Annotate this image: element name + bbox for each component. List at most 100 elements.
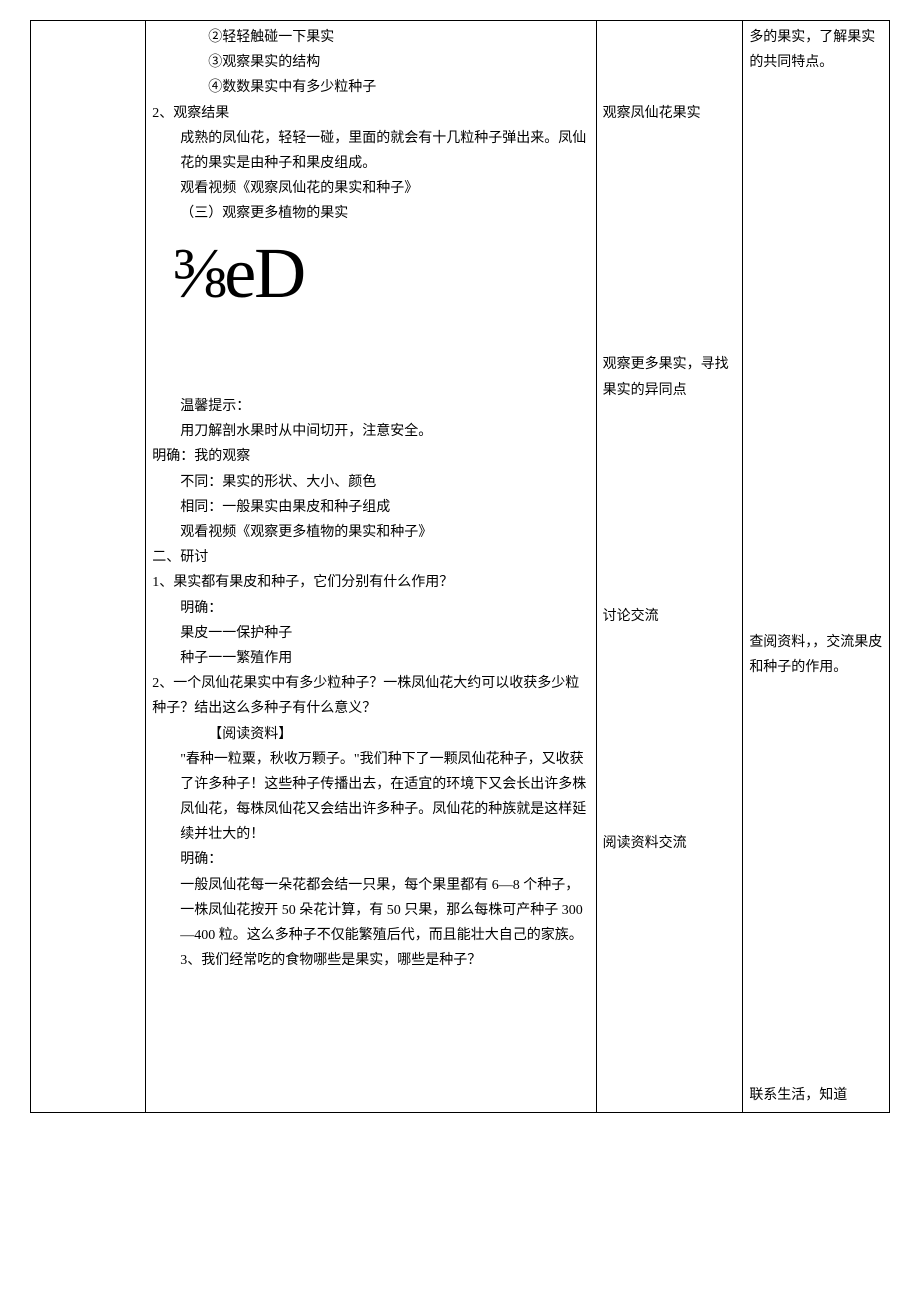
spacer <box>603 201 737 226</box>
spacer <box>749 554 883 579</box>
tip-title: 温馨提示： <box>152 394 589 419</box>
section2-body1: 成熟的凤仙花，轻轻一碰，里面的就会有十几粒种子弹出来。凤仙花的果实是由种子和果皮… <box>152 126 589 176</box>
spacer <box>603 655 737 680</box>
spacer <box>749 126 883 151</box>
student-activity-1: 观察凤仙花果实 <box>603 101 737 126</box>
spacer <box>749 1058 883 1083</box>
spacer <box>749 151 883 176</box>
spacer <box>152 319 589 344</box>
spacer <box>749 856 883 881</box>
design-intent-1: 多的果实，了解果实的共同特点。 <box>749 25 883 75</box>
spacer <box>603 151 737 176</box>
spacer <box>749 755 883 780</box>
step-2: ②轻轻触碰一下果实 <box>152 25 589 50</box>
section3-title: （三）观察更多植物的果实 <box>152 201 589 226</box>
spacer <box>603 478 737 503</box>
spacer <box>603 176 737 201</box>
discuss-q1: 1、果实都有果皮和种子，它们分别有什么作用？ <box>152 570 589 595</box>
observe-video: 观看视频《观察更多植物的果实和种子》 <box>152 520 589 545</box>
reading-clear: 明确： <box>152 847 589 872</box>
reading-body: "春种一粒粟，秋收万颗子。"我们种下了一颗凤仙花种子，又收获了许多种子！这些种子… <box>152 747 589 848</box>
spacer <box>603 25 737 50</box>
design-intent-2: 查阅资料，，交流果皮和种子的作用。 <box>749 630 883 680</box>
column-student-activity: 观察凤仙花果实 观察更多果实，寻找果实的异同点 讨论交流 <box>596 21 743 1113</box>
observe-title: 明确：我的观察 <box>152 444 589 469</box>
spacer <box>603 755 737 780</box>
design-intent-3: 联系生活，知道 <box>749 1083 883 1108</box>
spacer <box>749 227 883 252</box>
spacer <box>749 881 883 906</box>
spacer <box>603 403 737 428</box>
spacer <box>603 680 737 705</box>
spacer <box>603 277 737 302</box>
spacer <box>603 126 737 151</box>
spacer <box>152 973 589 998</box>
spacer <box>749 806 883 831</box>
spacer <box>603 630 737 655</box>
discuss-title: 二、研讨 <box>152 545 589 570</box>
spacer <box>749 957 883 982</box>
spacer <box>603 252 737 277</box>
spacer <box>749 428 883 453</box>
tip-body: 用刀解剖水果时从中间切开，注意安全。 <box>152 419 589 444</box>
spacer <box>749 277 883 302</box>
section2-title: 2、观察结果 <box>152 101 589 126</box>
spacer <box>603 781 737 806</box>
step-4: ④数数果实中有多少粒种子 <box>152 75 589 100</box>
spacer <box>749 403 883 428</box>
spacer <box>749 101 883 126</box>
spacer <box>603 50 737 75</box>
spacer <box>603 327 737 352</box>
spacer <box>603 705 737 730</box>
spacer <box>603 428 737 453</box>
spacer <box>603 529 737 554</box>
spacer <box>603 75 737 100</box>
spacer <box>152 369 589 394</box>
spacer <box>603 227 737 252</box>
spacer <box>749 604 883 629</box>
student-activity-4: 阅读资料交流 <box>603 831 737 856</box>
observe-diff: 不同：果实的形状、大小、颜色 <box>152 470 589 495</box>
spacer <box>749 504 883 529</box>
lesson-plan-table: ②轻轻触碰一下果实 ③观察果实的结构 ④数数果实中有多少粒种子 2、观察结果 成… <box>30 20 890 1113</box>
spacer <box>603 302 737 327</box>
spacer <box>749 378 883 403</box>
spacer <box>749 831 883 856</box>
discuss-q2: 2、一个凤仙花果实中有多少粒种子？一株凤仙花大约可以收获多少粒种子？结出这么多种… <box>152 671 589 721</box>
section2-body2: 观看视频《观察凤仙花的果实和种子》 <box>152 176 589 201</box>
student-activity-3: 讨论交流 <box>603 604 737 629</box>
spacer <box>749 201 883 226</box>
observe-same: 相同：一般果实由果皮和种子组成 <box>152 495 589 520</box>
spacer <box>603 453 737 478</box>
step-3: ③观察果实的结构 <box>152 50 589 75</box>
spacer <box>749 730 883 755</box>
column-stage <box>31 21 146 1113</box>
discuss-q1-a2: 种子一一繁殖作用 <box>152 646 589 671</box>
reading-answer: 一般凤仙花每一朵花都会结一只果，每个果里都有 6—8 个种子，一株凤仙花按开 5… <box>152 873 589 974</box>
spacer <box>749 252 883 277</box>
discuss-q1-a1: 果皮一一保护种子 <box>152 621 589 646</box>
reading-title: 【阅读资料】 <box>152 722 589 747</box>
discuss-q1-clear: 明确： <box>152 596 589 621</box>
spacer <box>749 302 883 327</box>
spacer <box>749 75 883 100</box>
spacer <box>749 907 883 932</box>
image-placeholder: ⅜eD <box>152 227 589 319</box>
spacer <box>152 344 589 369</box>
spacer <box>749 478 883 503</box>
spacer <box>603 554 737 579</box>
spacer <box>749 1033 883 1058</box>
spacer <box>603 806 737 831</box>
spacer <box>749 1007 883 1032</box>
spacer <box>603 730 737 755</box>
student-activity-2: 观察更多果实，寻找果实的异同点 <box>603 352 737 402</box>
spacer <box>603 579 737 604</box>
spacer <box>749 529 883 554</box>
spacer <box>749 705 883 730</box>
spacer <box>749 781 883 806</box>
spacer <box>603 504 737 529</box>
spacer <box>749 352 883 377</box>
spacer <box>749 176 883 201</box>
column-design-intent: 多的果实，了解果实的共同特点。 查阅资料，，交流果皮和种子的作用。 <box>743 21 890 1113</box>
spacer <box>749 982 883 1007</box>
